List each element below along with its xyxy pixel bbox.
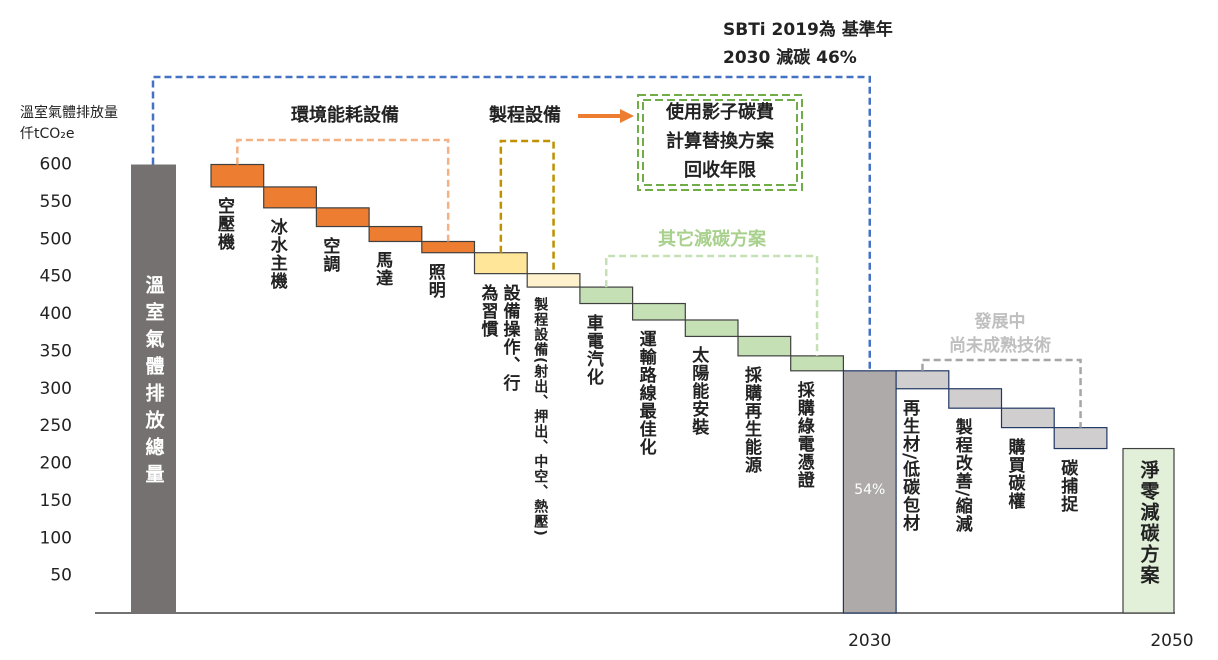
shadow-box-text: 計算替換方案 [666,130,775,152]
milestone-bar [842,370,897,614]
step-bar [1053,427,1108,450]
category-label: 馬達 [372,251,393,288]
bracket [236,138,450,242]
end-label: 淨零減碳方案 [1137,460,1160,586]
category-label: 製程設備(射出、押出、中空、熱壓) [532,297,549,537]
y-tick-label: 100 [40,528,72,548]
category-label: 設備操作、行為習慣 [477,283,520,392]
step-bar [579,286,634,305]
category-label-box: 製程設備(射出、押出、中空、熱壓) [532,297,549,537]
category-label: 製程改善/縮減 [951,418,972,534]
category-label: 碳捕捉 [1057,458,1078,513]
x-label: 2050 [1150,631,1193,651]
category-label-box: 採購再生能源 [741,365,761,474]
y-tick-label: 500 [40,229,72,249]
target-line-2: 2030 減碳 46% [723,47,857,68]
category-label-box: 空壓機 [214,196,234,251]
developing-label: 發展中 [974,311,1026,332]
category-label-box: 空調 [319,236,340,273]
category-label-box: 再生材/低碳包材 [899,398,920,532]
category-label: 車電汽化 [582,313,603,386]
start-label-box: 溫室氣體排放總量 [142,275,165,491]
developing-label: 尚未成熟技術 [949,335,1051,356]
category-label-box: 採購綠電憑證 [793,380,814,489]
milestone-share: 54% [854,482,885,498]
other-group-label: 其它減碳方案 [658,228,767,250]
y-tick-label: 200 [40,454,72,474]
category-label-box: 製程改善/縮減 [951,418,972,534]
category-label: 照明 [424,262,445,299]
y-axis-label: 溫室氣體排放量 [20,104,118,121]
bracket [605,254,819,356]
category-label: 採購再生能源 [741,365,761,474]
category-label-box: 碳捕捉 [1057,458,1078,513]
step-bar [684,319,739,338]
shadow-box-text: 使用影子碳費 [665,101,774,123]
category-label-box: 太陽能安裝 [688,346,709,437]
x-label: 2030 [848,631,891,651]
shadow-box-text: 回收年限 [684,159,757,181]
step-bar [210,163,265,188]
step-bar [473,252,528,275]
category-label-box: 照明 [424,262,445,299]
y-tick-label: 50 [50,566,72,586]
category-label: 空壓機 [214,196,234,251]
step-bar [895,370,950,390]
shadow-box-outer [637,94,803,191]
category-label: 採購綠電憑證 [793,380,814,489]
arrow-head [620,109,634,123]
y-tick-label: 350 [40,341,72,361]
category-label-box: 馬達 [372,251,393,288]
category-label-box: 車電汽化 [582,313,603,386]
step-bar [263,186,318,209]
process-group-label: 製程設備 [488,104,561,126]
shadow-box-inner [642,99,798,186]
step-bar [1000,407,1055,429]
bracket [151,75,871,371]
y-tick-label: 550 [40,192,72,212]
step-bar [737,335,792,357]
step-bar [368,225,423,243]
category-label-box: 冰水主機 [266,217,287,290]
start-label: 溫室氣體排放總量 [142,275,165,491]
target-line-1: SBTi 2019為 基準年 [723,19,893,40]
y-tick-label: 150 [40,491,72,511]
category-label-box: 購買碳權 [1004,437,1025,510]
step-bar [421,240,476,254]
step-bar [790,355,845,372]
bracket [499,139,555,274]
category-label: 購買碳權 [1004,437,1025,510]
y-tick-label: 250 [40,416,72,436]
y-tick-label: 300 [40,379,72,399]
category-label: 再生材/低碳包材 [899,398,920,532]
step-bar [526,273,581,288]
category-label: 太陽能安裝 [688,346,709,437]
category-label-box: 設備操作、行為習慣 [477,283,520,392]
y-tick-label: 400 [40,304,72,324]
y-tick-label: 450 [40,267,72,287]
end-label-box: 淨零減碳方案 [1137,460,1160,586]
energy-group-label: 環境能耗設備 [291,104,399,126]
category-label: 運輸路線最佳化 [635,329,656,456]
step-bar [315,207,370,228]
y-tick-label: 600 [40,155,72,175]
category-label: 空調 [319,236,340,273]
bracket [921,358,1082,428]
start-bar [131,164,176,613]
step-bar [631,302,686,321]
category-label-box: 運輸路線最佳化 [635,329,656,456]
y-axis-unit: 仟tCO₂e [20,126,75,142]
end-bar [1122,447,1175,614]
category-label: 冰水主機 [266,217,287,290]
step-bar [948,388,1003,409]
